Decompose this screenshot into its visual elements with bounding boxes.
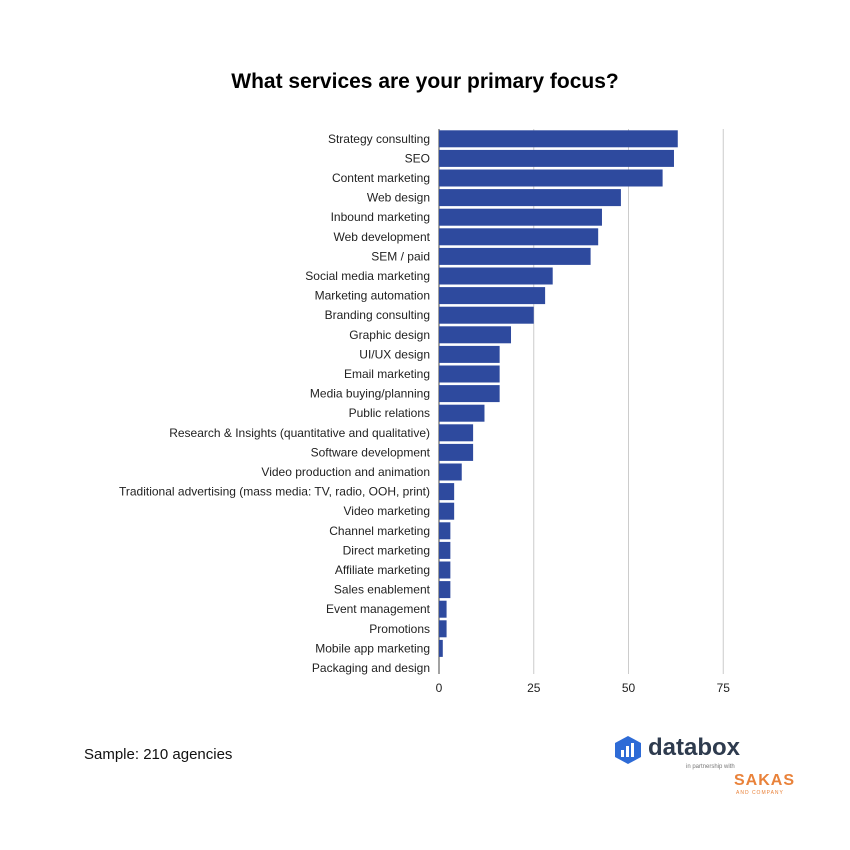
- category-label: Media buying/planning: [310, 387, 430, 401]
- bar: [439, 443, 474, 461]
- category-label: Content marketing: [332, 171, 430, 185]
- bars: [439, 130, 678, 657]
- bar: [439, 522, 451, 540]
- bar: [439, 424, 474, 442]
- category-label: SEM / paid: [371, 249, 430, 263]
- category-label: Direct marketing: [343, 543, 430, 557]
- logo-area: databox in partnership with SAKAS AND CO…: [614, 734, 804, 804]
- bar: [439, 404, 485, 422]
- category-label: Traditional advertising (mass media: TV,…: [119, 485, 430, 499]
- category-label: UI/UX design: [359, 347, 430, 361]
- bar: [439, 189, 621, 207]
- bar: [439, 169, 663, 187]
- category-label: Software development: [311, 445, 431, 459]
- bar: [439, 483, 455, 501]
- category-label: Email marketing: [344, 367, 430, 381]
- category-label: Graphic design: [349, 328, 430, 342]
- bar: [439, 385, 500, 403]
- databox-hexagon-icon: [615, 736, 641, 764]
- bar: [439, 541, 451, 559]
- bar: [439, 561, 451, 579]
- bar: [439, 149, 674, 167]
- x-axis-ticks: 0 25 50 75: [436, 681, 731, 695]
- category-label: Marketing automation: [315, 289, 430, 303]
- bar: [439, 600, 447, 618]
- bar: [439, 581, 451, 599]
- bar: [439, 267, 553, 285]
- category-label: Event management: [326, 602, 431, 616]
- category-label: Video production and animation: [261, 465, 430, 479]
- bar: [439, 326, 512, 344]
- category-label: Sales enablement: [334, 583, 431, 597]
- x-tick-label: 75: [717, 681, 731, 695]
- category-label: Packaging and design: [312, 661, 430, 675]
- bar: [439, 130, 678, 148]
- bar: [439, 247, 591, 265]
- bar: [439, 502, 455, 520]
- bar: [439, 306, 534, 324]
- x-tick-label: 50: [622, 681, 636, 695]
- category-label: Strategy consulting: [328, 132, 430, 146]
- partnership-text: in partnership with: [686, 764, 735, 770]
- category-label: Channel marketing: [329, 524, 430, 538]
- sakas-subtitle: AND COMPANY: [736, 790, 784, 796]
- category-label: Video marketing: [344, 504, 431, 518]
- bar: [439, 287, 546, 305]
- bar: [439, 345, 500, 363]
- bar: [439, 208, 602, 226]
- bar: [439, 639, 443, 657]
- chart-title: What services are your primary focus?: [231, 70, 619, 93]
- databox-logo: databox: [648, 734, 741, 761]
- category-label: Web design: [367, 191, 430, 205]
- sample-note: Sample: 210 agencies: [84, 746, 233, 763]
- bar: [439, 463, 462, 481]
- category-label: Web development: [333, 230, 430, 244]
- category-label: Inbound marketing: [331, 210, 430, 224]
- category-labels: Strategy consulting SEO Content marketing W…: [119, 132, 431, 675]
- bar: [439, 228, 599, 246]
- category-label: Branding consulting: [325, 308, 430, 322]
- category-label: Promotions: [369, 622, 430, 636]
- category-label: Affiliate marketing: [335, 563, 430, 577]
- x-tick-label: 25: [527, 681, 541, 695]
- bar: [439, 365, 500, 383]
- category-label: Research & Insights (quantitative and qu…: [169, 426, 430, 440]
- category-label: SEO: [405, 151, 430, 165]
- category-label: Social media marketing: [305, 269, 430, 283]
- x-tick-label: 0: [436, 681, 443, 695]
- category-label: Mobile app marketing: [315, 641, 430, 655]
- category-label: Public relations: [349, 406, 430, 420]
- bar: [439, 620, 447, 638]
- sakas-logo: SAKAS: [734, 772, 796, 789]
